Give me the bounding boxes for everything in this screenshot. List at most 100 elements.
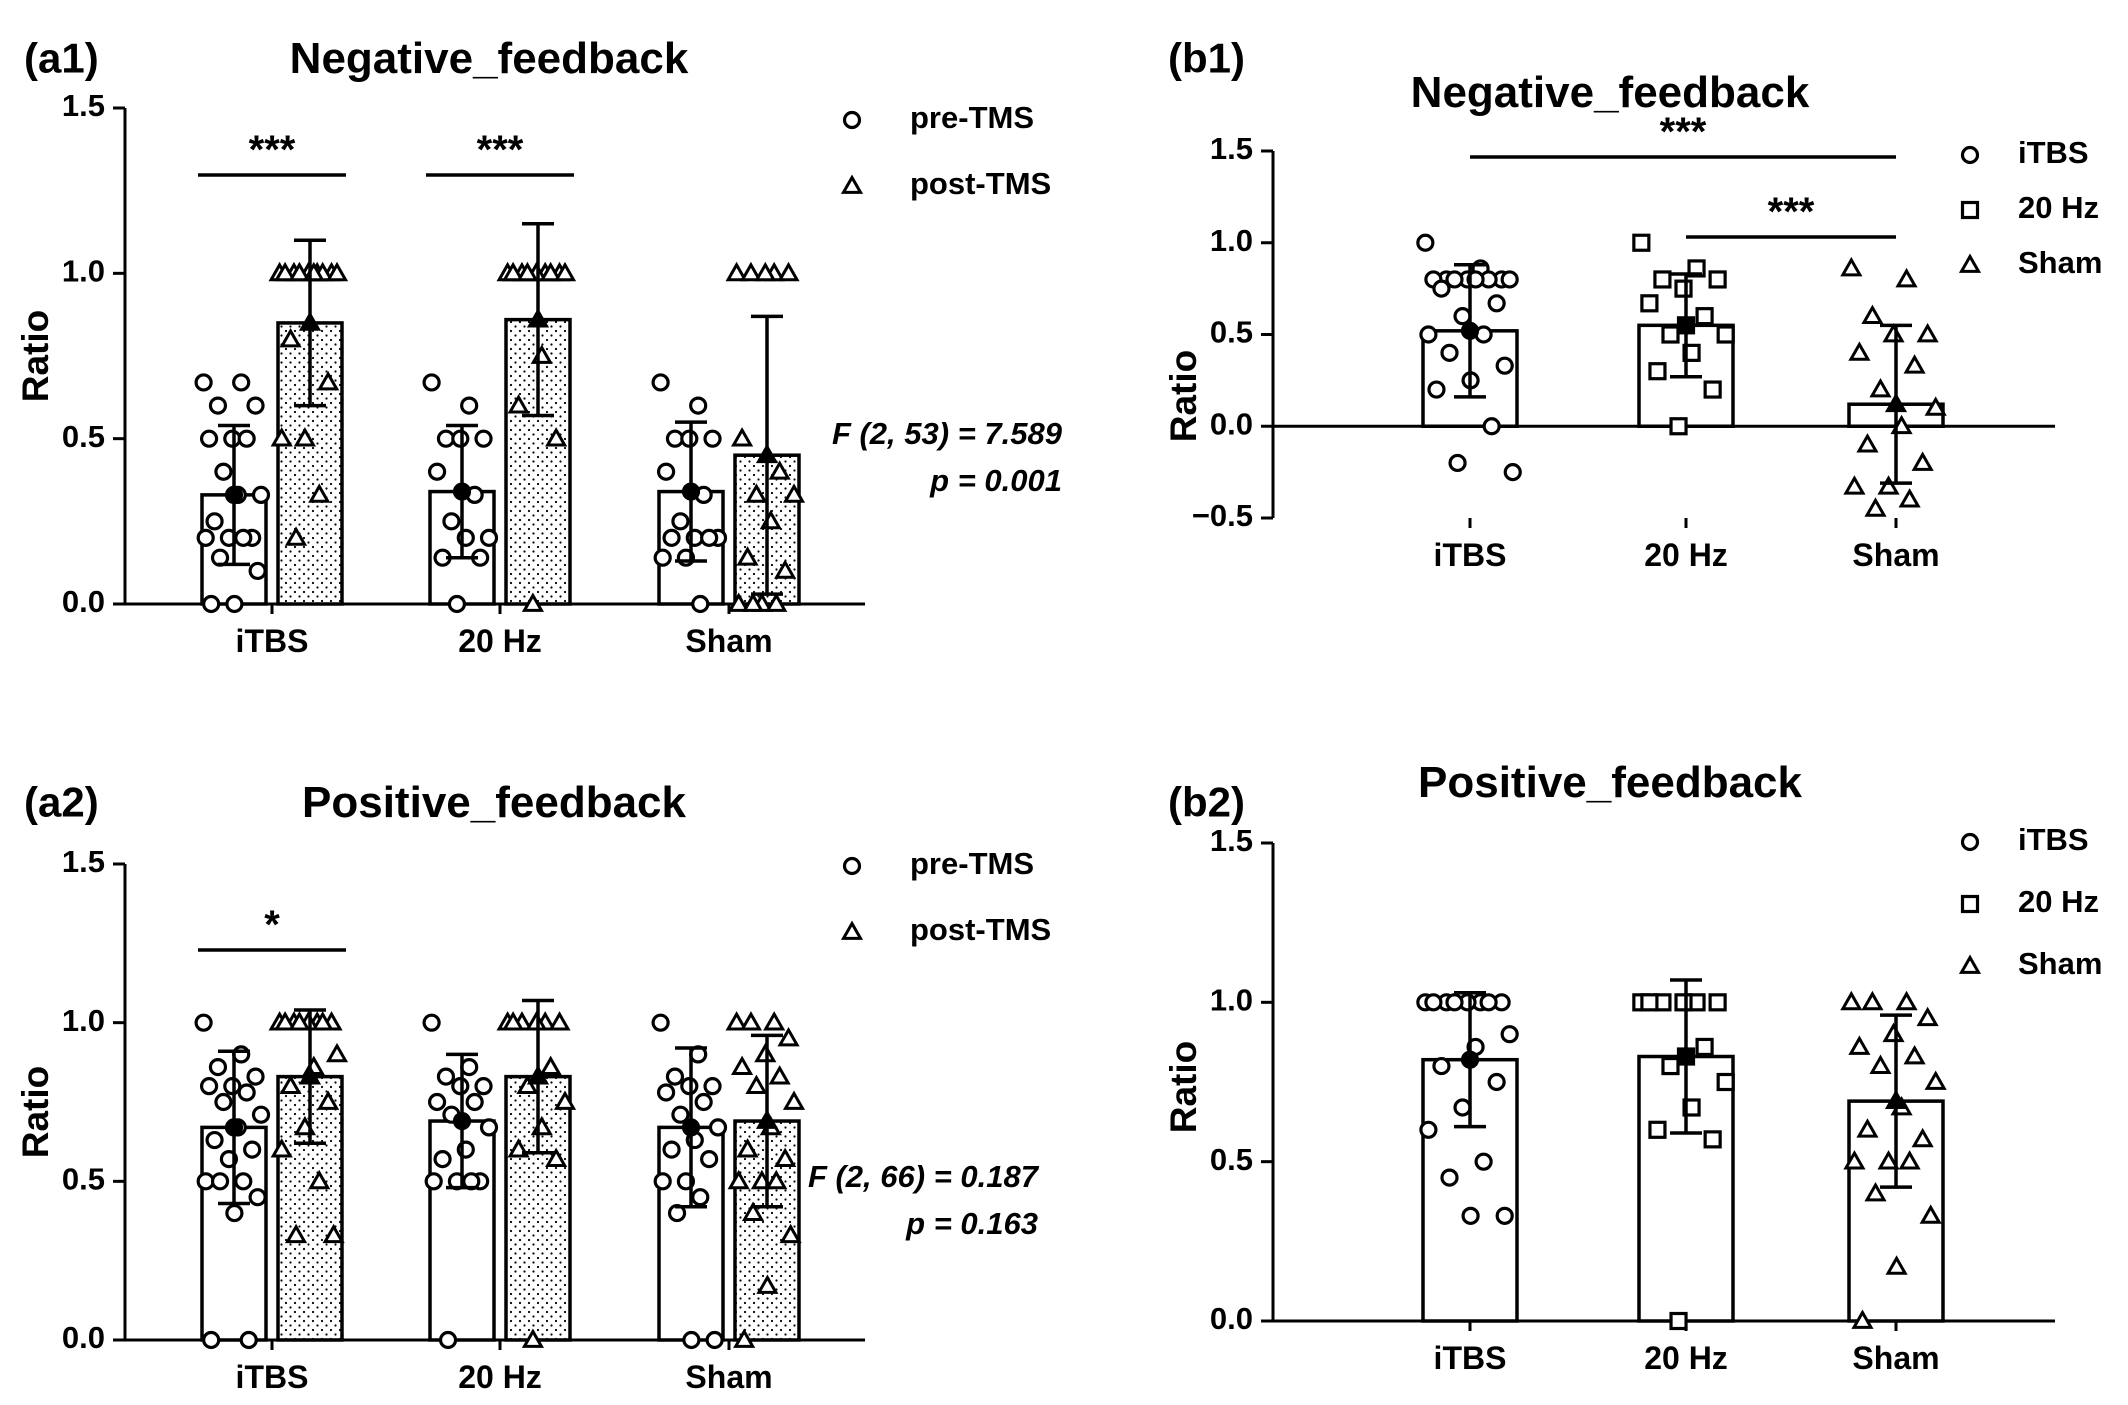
data-point-triangle (768, 1065, 791, 1085)
data-point-square (1676, 316, 1696, 335)
data-point-triangle (1911, 1127, 1934, 1148)
data-point-square (1716, 325, 1735, 344)
data-point-circle (1500, 1025, 1519, 1044)
data-point-circle (682, 1330, 701, 1350)
data-point-circle (251, 1105, 271, 1124)
data-point-square (1648, 1120, 1667, 1139)
data-point-circle (202, 1330, 221, 1350)
data-point-triangle (516, 1074, 539, 1095)
data-point-circle (427, 1092, 447, 1112)
legend-label: Sham (2018, 245, 2102, 280)
data-point-circle (234, 1172, 253, 1191)
x-tick-label: 20 Hz (458, 623, 542, 659)
data-point-circle (422, 373, 441, 392)
legend-marker (1958, 253, 1982, 273)
data-point-circle (1445, 270, 1464, 289)
significance-stars: *** (1768, 190, 1815, 234)
data-point-triangle (526, 1065, 550, 1085)
significance-stars: * (264, 903, 280, 947)
data-point-triangle (1840, 990, 1863, 1011)
data-point-triangle (1903, 354, 1926, 374)
data-point-triangle (1895, 990, 1918, 1011)
data-point-triangle (730, 427, 754, 447)
significance-stars: *** (249, 128, 296, 172)
data-point-square (1695, 307, 1714, 326)
data-point-circle (424, 1172, 443, 1191)
y-axis-title: Ratio (1163, 1041, 1204, 1134)
data-point-circle (452, 482, 472, 501)
data-point-circle (438, 1330, 458, 1350)
data-point-triangle (774, 559, 797, 579)
x-tick-label: Sham (1852, 1340, 1939, 1376)
data-point-triangle (288, 1011, 311, 1031)
data-point-triangle (777, 261, 800, 282)
data-point-circle (1427, 380, 1446, 399)
data-point-square (1669, 417, 1688, 436)
data-point-circle (1432, 1056, 1451, 1076)
data-point-triangle (288, 261, 311, 282)
y-tick-label: 0.5 (62, 419, 105, 454)
data-point-triangle (521, 592, 545, 612)
data-point-circle (234, 528, 253, 547)
y-tick-label: 1.5 (62, 844, 105, 879)
data-point-circle (196, 528, 215, 547)
data-point-circle (199, 429, 219, 448)
panel-a2: (a2) Positive_feedback Ratio 0.0 0.5 1.0 1.5 iT… (15, 778, 1051, 1395)
data-point-circle (224, 1118, 244, 1137)
y-tick-label: 1.0 (62, 1003, 105, 1038)
data-point-circle (433, 1150, 452, 1169)
data-point-circle (199, 1077, 219, 1096)
data-point-circle (224, 485, 244, 504)
legend-marker (842, 856, 862, 876)
data-point-circle (243, 1140, 262, 1159)
data-point-circle (662, 528, 681, 547)
y-tick-label: 1.0 (62, 254, 105, 289)
data-point-triangle (284, 526, 308, 546)
data-point-square (1687, 259, 1706, 278)
panel-label: (b1) (1168, 34, 1245, 81)
data-point-circle (225, 594, 244, 614)
data-point-circle (694, 1092, 713, 1112)
y-tick-label: 1.0 (1210, 223, 1253, 258)
data-point-triangle (526, 308, 550, 328)
data-point-circle (653, 548, 672, 567)
data-point-circle (214, 1092, 233, 1112)
data-point-triangle (1924, 1070, 1947, 1090)
panel-label: (b2) (1168, 778, 1245, 825)
legend-label: pre-TMS (910, 100, 1034, 135)
data-point-triangle (754, 261, 777, 282)
data-point-triangle (545, 427, 568, 447)
data-point-triangle (1884, 1089, 1908, 1109)
legend-marker (1960, 200, 1980, 220)
data-point-triangle (273, 1011, 297, 1031)
data-point-circle (708, 1118, 728, 1137)
data-point-circle (194, 373, 213, 392)
y-tick-label: 1.0 (1210, 983, 1253, 1018)
data-point-circle (237, 429, 256, 448)
legend: pre-TMS post-TMS (840, 846, 1051, 947)
data-point-square (1703, 380, 1722, 399)
data-point-triangle (1851, 1309, 1874, 1329)
data-point-triangle (1911, 451, 1934, 471)
data-point-square (1661, 1056, 1680, 1076)
y-axis-title: Ratio (15, 1066, 56, 1159)
data-point-circle (1495, 1206, 1514, 1225)
data-point-circle (671, 1105, 690, 1124)
data-point-circle (1419, 1120, 1438, 1139)
legend-marker (840, 174, 864, 194)
data-point-triangle (1864, 497, 1887, 517)
data-point-triangle (539, 1055, 562, 1075)
data-point-triangle (1877, 1150, 1900, 1170)
data-point-circle (1448, 453, 1467, 473)
data-point-triangle (545, 1147, 568, 1167)
legend-label: iTBS (2018, 822, 2089, 857)
y-tick-label: 0.5 (62, 1162, 105, 1197)
legend-marker (1960, 832, 1980, 852)
significance-stars: *** (1660, 110, 1707, 154)
data-point-square (1674, 993, 1693, 1012)
data-point-circle (653, 1172, 672, 1191)
data-point-triangle (317, 370, 340, 391)
data-point-triangle (539, 261, 562, 282)
data-point-square (1682, 1098, 1701, 1117)
data-point-triangle (1869, 1054, 1892, 1074)
